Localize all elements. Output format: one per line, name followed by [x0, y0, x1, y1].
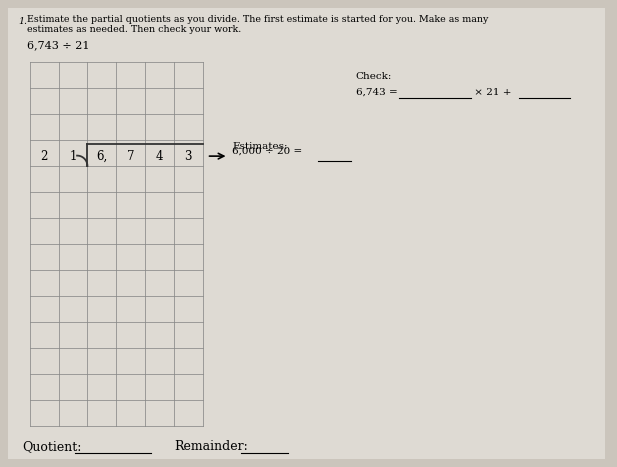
Text: 1.: 1. — [18, 17, 27, 26]
Text: 4: 4 — [155, 149, 163, 163]
Text: Estimates:: Estimates: — [233, 142, 288, 151]
Text: estimates as needed. Then check your work.: estimates as needed. Then check your wor… — [27, 25, 241, 34]
Text: Check:: Check: — [355, 72, 392, 81]
Text: 6,743 =: 6,743 = — [355, 88, 400, 97]
Text: Quotient:: Quotient: — [22, 440, 81, 453]
Text: Estimate the partial quotients as you divide. The first estimate is started for : Estimate the partial quotients as you di… — [27, 15, 488, 24]
Text: × 21 +: × 21 + — [471, 88, 515, 97]
Text: 1: 1 — [69, 149, 77, 163]
Text: 6,000 ÷ 20 =: 6,000 ÷ 20 = — [233, 147, 306, 156]
Text: 2: 2 — [41, 149, 48, 163]
Text: 7: 7 — [127, 149, 135, 163]
Text: 6,743 ÷ 21: 6,743 ÷ 21 — [27, 40, 89, 50]
Text: 6,: 6, — [96, 149, 107, 163]
Text: Remainder:: Remainder: — [174, 440, 247, 453]
Text: 3: 3 — [184, 149, 192, 163]
